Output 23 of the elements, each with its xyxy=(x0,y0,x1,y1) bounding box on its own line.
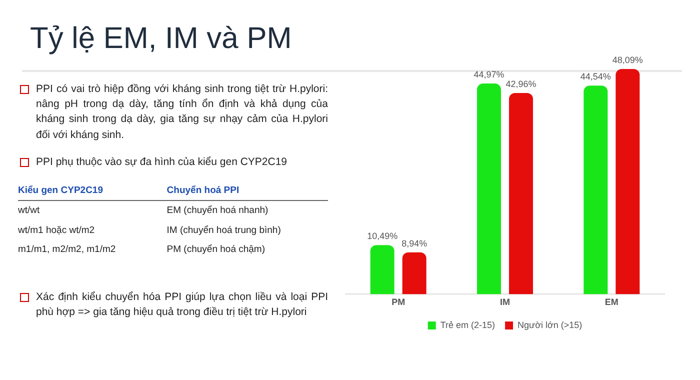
x-tick-label: IM xyxy=(500,297,510,308)
text: wt/m1 hoặc wt/m2 xyxy=(18,224,96,238)
text: PM (chuyển hoá chậm) xyxy=(166,243,266,258)
text: PPI có vai trò hiệp đồng với kháng sinh trong tiệt trừ H.pylori: nâng pH trong dạ dày, tăng tính ổn định và khả dụng của kháng sinh trong dạ dày, gia tăng sự nhạy cảm của H.pylori đối với kháng sinh. xyxy=(35,82,328,143)
text: PPI phụ thuộc vào sự đa hình của kiểu gen CYP2C19 xyxy=(35,154,288,170)
text: Chuyển hoá PPI xyxy=(166,182,328,200)
data-label: 10,49% xyxy=(367,231,398,242)
data-label: 44,54% xyxy=(580,72,611,82)
legend-label: Người lớn (>15) xyxy=(518,320,582,330)
data-label: 42,96% xyxy=(506,78,536,89)
text: wt/wt xyxy=(18,204,41,218)
x-tick-label: PM xyxy=(392,297,406,308)
legend-label: Trẻ em (2-15) xyxy=(440,320,496,330)
data-label: 8,94% xyxy=(402,238,428,248)
x-tick-label: EM xyxy=(604,297,618,308)
chart-title: Tỷ lệ EM, IM và PM xyxy=(30,22,292,56)
data-label: 44,97% xyxy=(474,70,504,80)
text: Xác định kiểu chuyển hóa PPI giúp lựa chọn liều và loại PPI phù hợp => gia tăng hiệu quả trong điều trị tiệt trừ H.pylori xyxy=(35,290,328,320)
text: IM (chuyển hoá trung bình) xyxy=(166,224,282,238)
data-label: 48,09% xyxy=(612,54,643,65)
text: m1/m1, m2/m2, m1/m2 xyxy=(18,243,117,258)
text: Kiểu gen CYP2C19 xyxy=(18,182,167,200)
text: EM (chuyển hoá nhanh) xyxy=(166,204,270,218)
